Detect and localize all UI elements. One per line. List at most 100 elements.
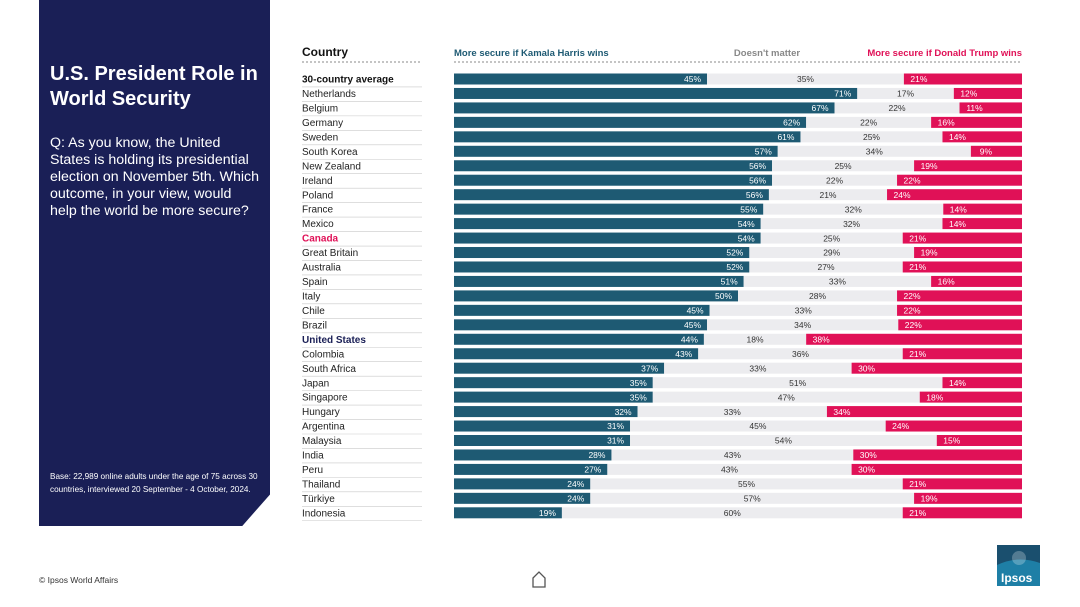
data-label-harris: 50% [715,291,732,301]
data-label-trump: 22% [904,306,921,316]
data-label-doesnt-matter: 27% [818,262,835,272]
bar-doesnt-matter [834,102,960,114]
tick-label: Australia [302,263,341,274]
stacked-bar-chart: Country More secure if Kamala Harris wins… [302,45,1022,522]
data-label-trump: 14% [950,204,967,214]
data-label-trump: 24% [894,190,911,200]
bar-harris [454,275,744,287]
bar-trump [970,145,1022,157]
bar-trump [931,275,1022,287]
bar-harris [454,261,750,273]
data-label-trump: 30% [858,363,875,373]
bar-doesnt-matter [698,348,903,360]
data-label-trump: 18% [926,392,943,402]
bar-harris [454,435,631,446]
data-label-harris: 45% [684,320,701,330]
bar-trump [902,507,1022,519]
bar-harris [454,420,631,432]
data-label-doesnt-matter: 25% [863,132,880,142]
bar-trump [898,319,1022,331]
data-label-trump: 22% [904,175,921,185]
tick-label: Malaysia [302,436,342,447]
data-label-harris: 67% [812,103,829,113]
bar-trump [826,406,1022,418]
tick-label: Germany [302,118,343,129]
bar-trump [887,189,1022,201]
bar-trump [806,333,1022,345]
bar-trump [853,449,1022,461]
data-label-trump: 30% [860,450,877,460]
tick-label: Indonesia [302,508,346,519]
data-label-doesnt-matter: 22% [889,103,906,113]
bar-doesnt-matter [561,507,903,519]
data-label-trump: 9% [980,147,993,157]
home-icon[interactable] [531,569,547,594]
bar-trump [943,203,1022,215]
bar-trump [942,131,1022,143]
bar-doesnt-matter [760,218,943,230]
footer-credit: © Ipsos World Affairs [39,575,119,585]
data-label-doesnt-matter: 22% [860,118,877,128]
data-label-trump: 21% [910,74,927,84]
data-label-doesnt-matter: 34% [866,147,883,157]
bar-doesnt-matter [749,261,903,273]
data-label-trump: 12% [960,89,977,99]
bar-doesnt-matter [743,275,932,287]
bar-trump [914,492,1022,504]
bar-doesnt-matter [703,333,807,345]
bar-harris [454,290,738,302]
legend-trump: More secure if Donald Trump wins [867,48,1022,59]
data-label-trump: 21% [909,479,926,489]
data-label-doesnt-matter: 22% [826,175,843,185]
bar-doesnt-matter [630,420,886,432]
data-label-doesnt-matter: 25% [835,161,852,171]
bar-trump [936,435,1022,446]
data-label-trump: 21% [909,508,926,518]
data-label-trump: 16% [938,118,955,128]
data-label-doesnt-matter: 60% [724,508,741,518]
data-label-harris: 31% [607,436,624,446]
bar-harris [454,478,591,490]
data-label-trump: 16% [938,277,955,287]
tick-label: Japan [302,378,329,389]
tick-label: France [302,205,334,216]
data-label-trump: 19% [921,494,938,504]
bar-doesnt-matter [630,435,937,446]
data-label-trump: 24% [892,421,909,431]
data-label-trump: 19% [921,161,938,171]
data-label-doesnt-matter: 28% [809,291,826,301]
tick-label: Sweden [302,132,338,143]
bar-harris [454,391,653,403]
data-label-harris: 44% [681,334,698,344]
data-label-doesnt-matter: 36% [792,349,809,359]
data-label-harris: 43% [675,349,692,359]
data-label-trump: 15% [943,436,960,446]
bar-harris [454,362,665,374]
bar-harris [454,507,562,519]
bar-doesnt-matter [709,304,898,316]
data-label-trump: 14% [949,132,966,142]
tick-label: Singapore [302,393,348,404]
bar-doesnt-matter [772,160,915,172]
bar-harris [454,247,750,259]
bar-harris [454,463,608,475]
data-label-harris: 31% [607,421,624,431]
bar-harris [454,377,653,389]
survey-question: Q: As you know, the United States is hol… [50,135,259,219]
bar-doesnt-matter [749,247,915,259]
data-label-trump: 34% [833,407,850,417]
tick-label: Colombia [302,349,345,360]
data-label-doesnt-matter: 43% [721,465,738,475]
data-label-harris: 52% [726,248,743,258]
tick-label: Belgium [302,104,338,115]
tick-label: Poland [302,190,333,201]
data-label-trump: 22% [904,291,921,301]
bar-doesnt-matter [772,174,898,186]
tick-label: India [302,451,324,462]
data-label-trump: 38% [813,334,830,344]
bar-trump [902,261,1022,273]
tick-label: Hungary [302,407,340,418]
tick-label: 30-country average [302,75,394,86]
data-label-harris: 71% [834,89,851,99]
data-label-doesnt-matter: 57% [744,494,761,504]
